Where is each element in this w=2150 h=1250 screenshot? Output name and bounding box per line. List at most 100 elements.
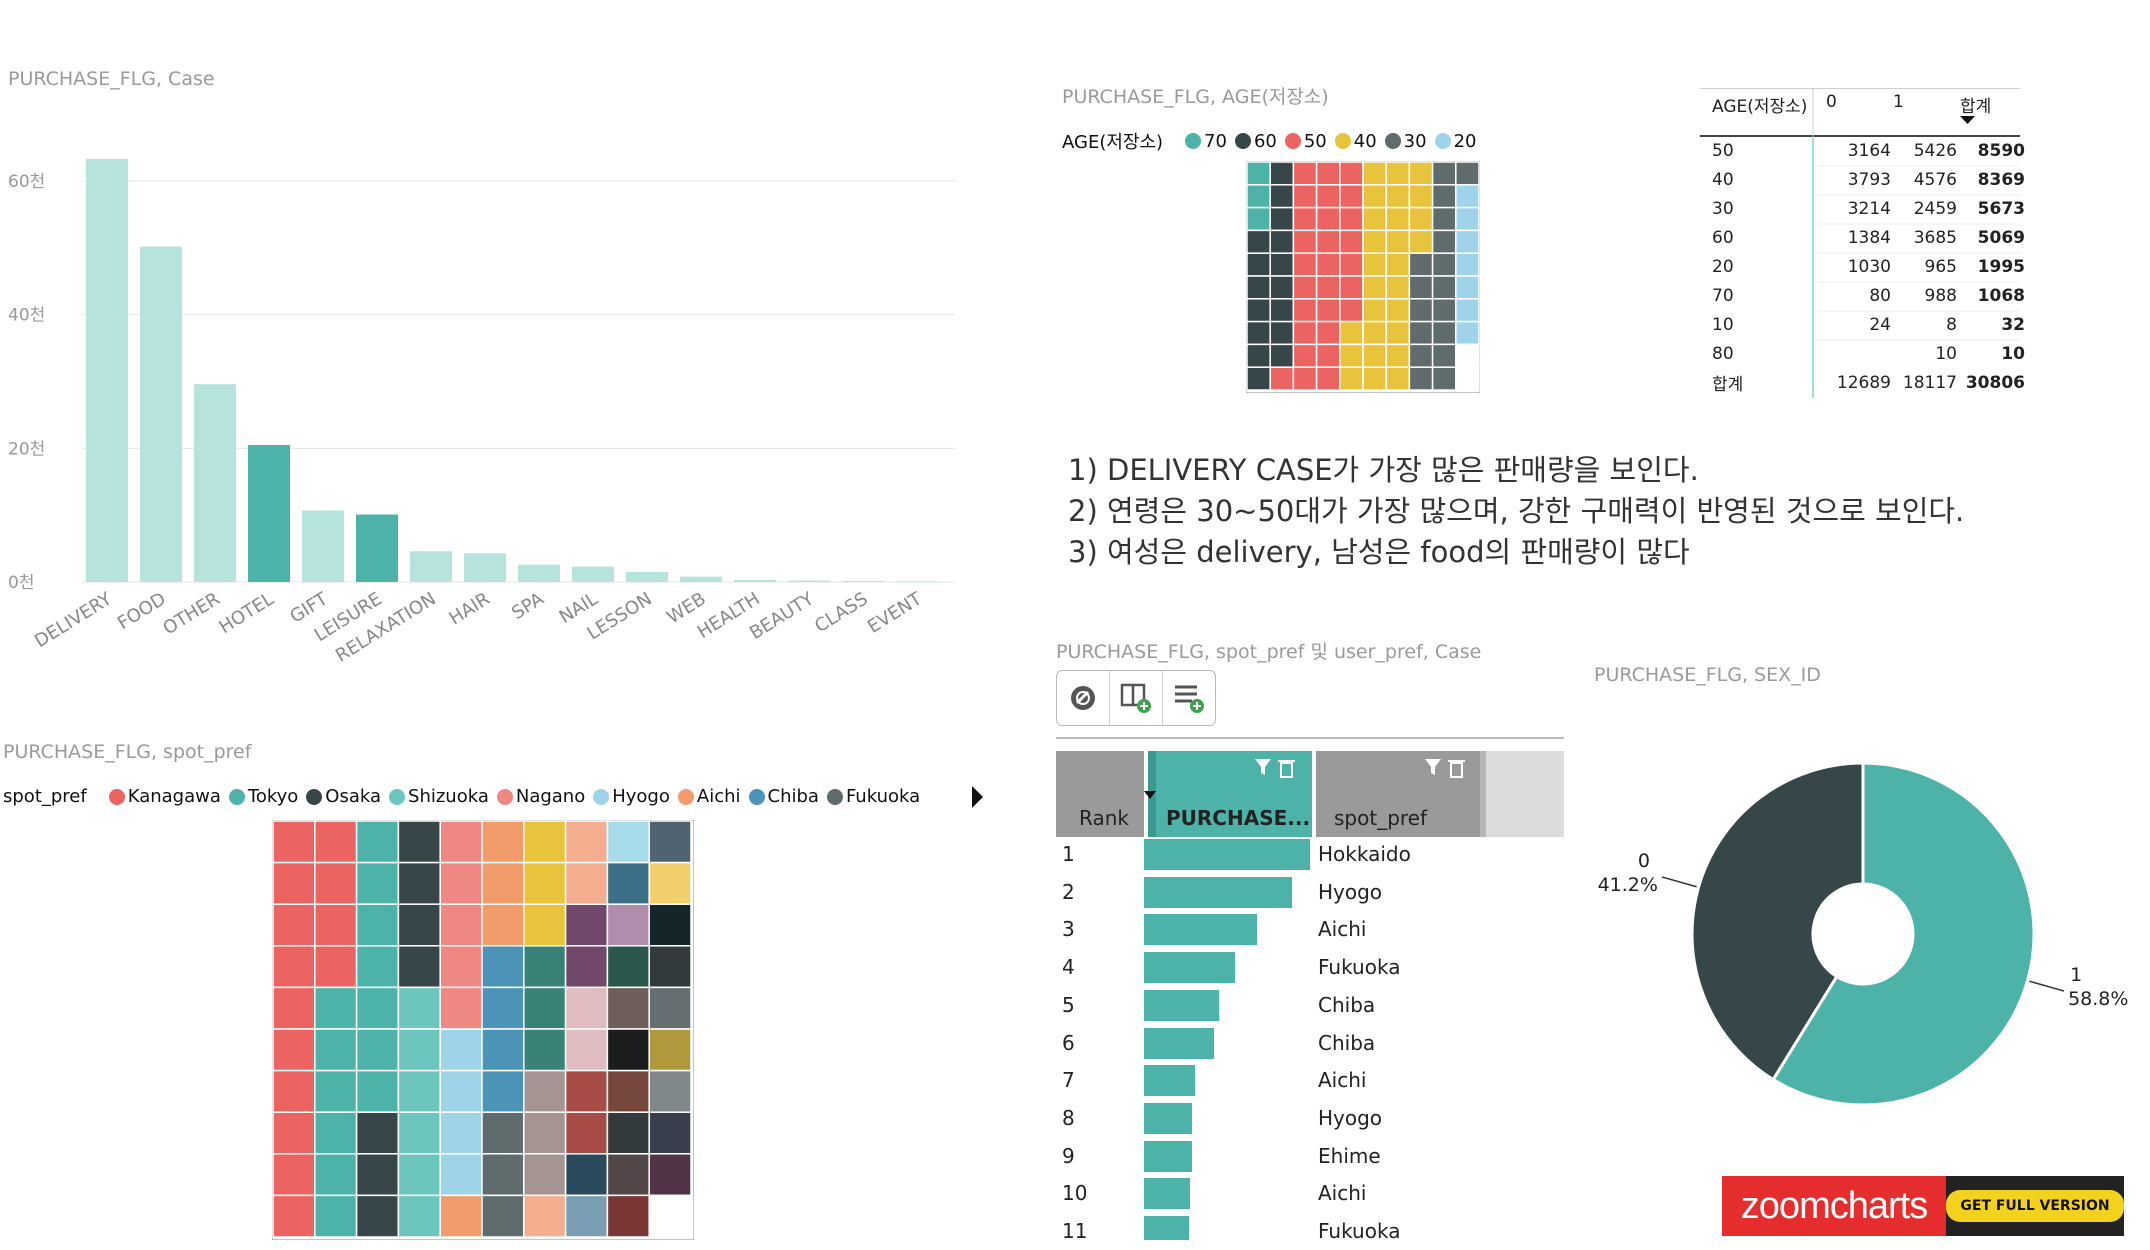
- spot-heatmap-cell[interactable]: [272, 986, 316, 1030]
- purchase-bar[interactable]: [1144, 1065, 1196, 1097]
- spot-heatmap-cell[interactable]: [439, 1111, 483, 1155]
- bar-relaxation[interactable]: [410, 551, 452, 582]
- age-heatmap-cell[interactable]: [1455, 320, 1480, 346]
- age-heatmap-cell[interactable]: [1246, 275, 1271, 300]
- spot-heatmap-cell[interactable]: [564, 861, 609, 905]
- age-heatmap-cell[interactable]: [1246, 229, 1271, 254]
- spot-legend-item[interactable]: Tokyo: [228, 786, 298, 807]
- age-heatmap-cell[interactable]: [1246, 184, 1271, 209]
- purchase-bar[interactable]: [1144, 839, 1310, 870]
- age-heatmap-cell[interactable]: [1385, 161, 1411, 186]
- purchase-filter-delete-icons[interactable]: [1254, 757, 1298, 779]
- age-heatmap-cell[interactable]: [1408, 343, 1434, 368]
- matrix-row[interactable]: 40 3793 4576 8369: [1712, 165, 2025, 194]
- spot-heatmap-cell[interactable]: [397, 820, 441, 864]
- age-heatmap-cell[interactable]: [1292, 252, 1318, 277]
- age-heatmap-cell[interactable]: [1385, 252, 1411, 277]
- age-heatmap-cell[interactable]: [1362, 229, 1387, 254]
- spot-heatmap[interactable]: [272, 820, 694, 1240]
- spot-heatmap-cell[interactable]: [606, 1194, 650, 1238]
- spot-heatmap-cell[interactable]: [606, 820, 650, 864]
- spot-heatmap-cell[interactable]: [606, 986, 650, 1030]
- purchase-bar[interactable]: [1144, 1140, 1193, 1172]
- age-heatmap-cell[interactable]: [1339, 252, 1364, 277]
- age-heatmap-cell[interactable]: [1292, 320, 1318, 346]
- spot-legend-item[interactable]: Aichi: [677, 786, 741, 807]
- get-full-version-button[interactable]: GET FULL VERSION: [1946, 1190, 2124, 1222]
- age-heatmap-cell[interactable]: [1362, 252, 1387, 277]
- age-heatmap-cell[interactable]: [1362, 366, 1387, 391]
- bar-food[interactable]: [140, 246, 182, 582]
- spot-heatmap-cell[interactable]: [355, 1194, 400, 1238]
- bar-beauty[interactable]: [788, 580, 830, 582]
- spot-heatmap-cell[interactable]: [523, 1194, 567, 1238]
- age-heatmap-cell[interactable]: [1362, 184, 1387, 209]
- age-heatmap-cell[interactable]: [1246, 252, 1271, 277]
- age-heatmap-cell[interactable]: [1246, 366, 1271, 391]
- age-heatmap-cell[interactable]: [1431, 206, 1457, 232]
- age-heatmap-cell[interactable]: [1339, 184, 1364, 209]
- age-heatmap-cell[interactable]: [1292, 275, 1318, 300]
- spot-heatmap-cell[interactable]: [648, 1111, 692, 1155]
- bar-lesson[interactable]: [626, 571, 668, 582]
- spot-legend[interactable]: spot_pref Kanagawa Tokyo Osaka Shizuoka Naga…: [3, 786, 928, 807]
- spot-heatmap-cell[interactable]: [481, 945, 525, 989]
- bar-leisure[interactable]: [356, 514, 398, 582]
- spot-legend-item[interactable]: Hyogo: [593, 786, 670, 807]
- age-legend-item[interactable]: 70: [1185, 131, 1227, 152]
- spot-heatmap-cell[interactable]: [648, 986, 692, 1030]
- age-heatmap-cell[interactable]: [1431, 298, 1457, 323]
- age-heatmap-cell[interactable]: [1315, 229, 1341, 254]
- age-heatmap-cell[interactable]: [1455, 206, 1480, 232]
- donut-slice-0[interactable]: [1690, 761, 1865, 1082]
- matrix-header-age[interactable]: AGE(저장소): [1712, 97, 1808, 117]
- age-heatmap-cell[interactable]: [1362, 206, 1387, 232]
- spot-heatmap-cell[interactable]: [439, 1153, 483, 1197]
- age-heatmap-cell[interactable]: [1455, 161, 1480, 186]
- age-heatmap-cell[interactable]: [1385, 206, 1411, 232]
- spot-heatmap-cell[interactable]: [355, 1069, 400, 1113]
- matrix-row[interactable]: 합계 12689 18117 30806: [1712, 368, 2025, 397]
- bar-web[interactable]: [680, 576, 722, 582]
- age-heatmap-cell[interactable]: [1385, 298, 1411, 323]
- sex-donut-chart[interactable]: 158.8% 041.2%: [1570, 740, 2150, 1120]
- bar-other[interactable]: [194, 384, 236, 582]
- age-heatmap-cell[interactable]: [1431, 275, 1457, 300]
- spot-heatmap-cell[interactable]: [648, 945, 692, 989]
- matrix-row[interactable]: 80 10 10: [1712, 339, 2025, 368]
- spot-heatmap-cell[interactable]: [272, 1194, 316, 1238]
- age-heatmap-cell[interactable]: [1362, 298, 1387, 323]
- age-heatmap-cell[interactable]: [1315, 366, 1341, 391]
- age-heatmap-cell[interactable]: [1385, 320, 1411, 346]
- age-legend-item[interactable]: 40: [1334, 131, 1377, 152]
- bar-event[interactable]: [896, 581, 938, 583]
- age-heatmap-cell[interactable]: [1408, 320, 1434, 346]
- legend-next-arrow-icon[interactable]: [970, 782, 986, 812]
- spot-heatmap-cell[interactable]: [648, 1069, 692, 1113]
- age-heatmap-cell[interactable]: [1339, 366, 1364, 391]
- matrix-row[interactable]: 10 24 8 32: [1712, 310, 2025, 339]
- age-heatmap-cell[interactable]: [1269, 366, 1295, 391]
- age-heatmap-cell[interactable]: [1315, 343, 1341, 368]
- rank-header-cell[interactable]: [1056, 751, 1144, 837]
- sort-desc-icon[interactable]: [1143, 789, 1159, 801]
- bar-nail[interactable]: [572, 566, 614, 582]
- age-heatmap-cell[interactable]: [1315, 320, 1341, 346]
- matrix-row[interactable]: 50 3164 5426 8590: [1712, 136, 2025, 165]
- clear-filter-button[interactable]: [1057, 671, 1110, 725]
- age-heatmap-cell[interactable]: [1246, 161, 1271, 186]
- spot-heatmap-cell[interactable]: [439, 986, 483, 1030]
- age-heatmap-cell[interactable]: [1408, 161, 1434, 186]
- age-heatmap-cell[interactable]: [1269, 252, 1295, 277]
- spot-heatmap-cell[interactable]: [439, 820, 483, 864]
- age-heatmap-cell[interactable]: [1269, 184, 1295, 209]
- purchase-bar[interactable]: [1144, 914, 1257, 946]
- age-heatmap-cell[interactable]: [1431, 320, 1457, 346]
- age-heatmap-cell[interactable]: [1269, 229, 1295, 254]
- purchase-bar[interactable]: [1144, 1102, 1193, 1134]
- age-heatmap-cell[interactable]: [1339, 206, 1364, 232]
- matrix-header-0[interactable]: 0: [1826, 92, 1837, 112]
- purchase-bar[interactable]: [1144, 1178, 1191, 1210]
- age-heatmap-cell[interactable]: [1362, 320, 1387, 346]
- age-heatmap-cell[interactable]: [1431, 229, 1457, 254]
